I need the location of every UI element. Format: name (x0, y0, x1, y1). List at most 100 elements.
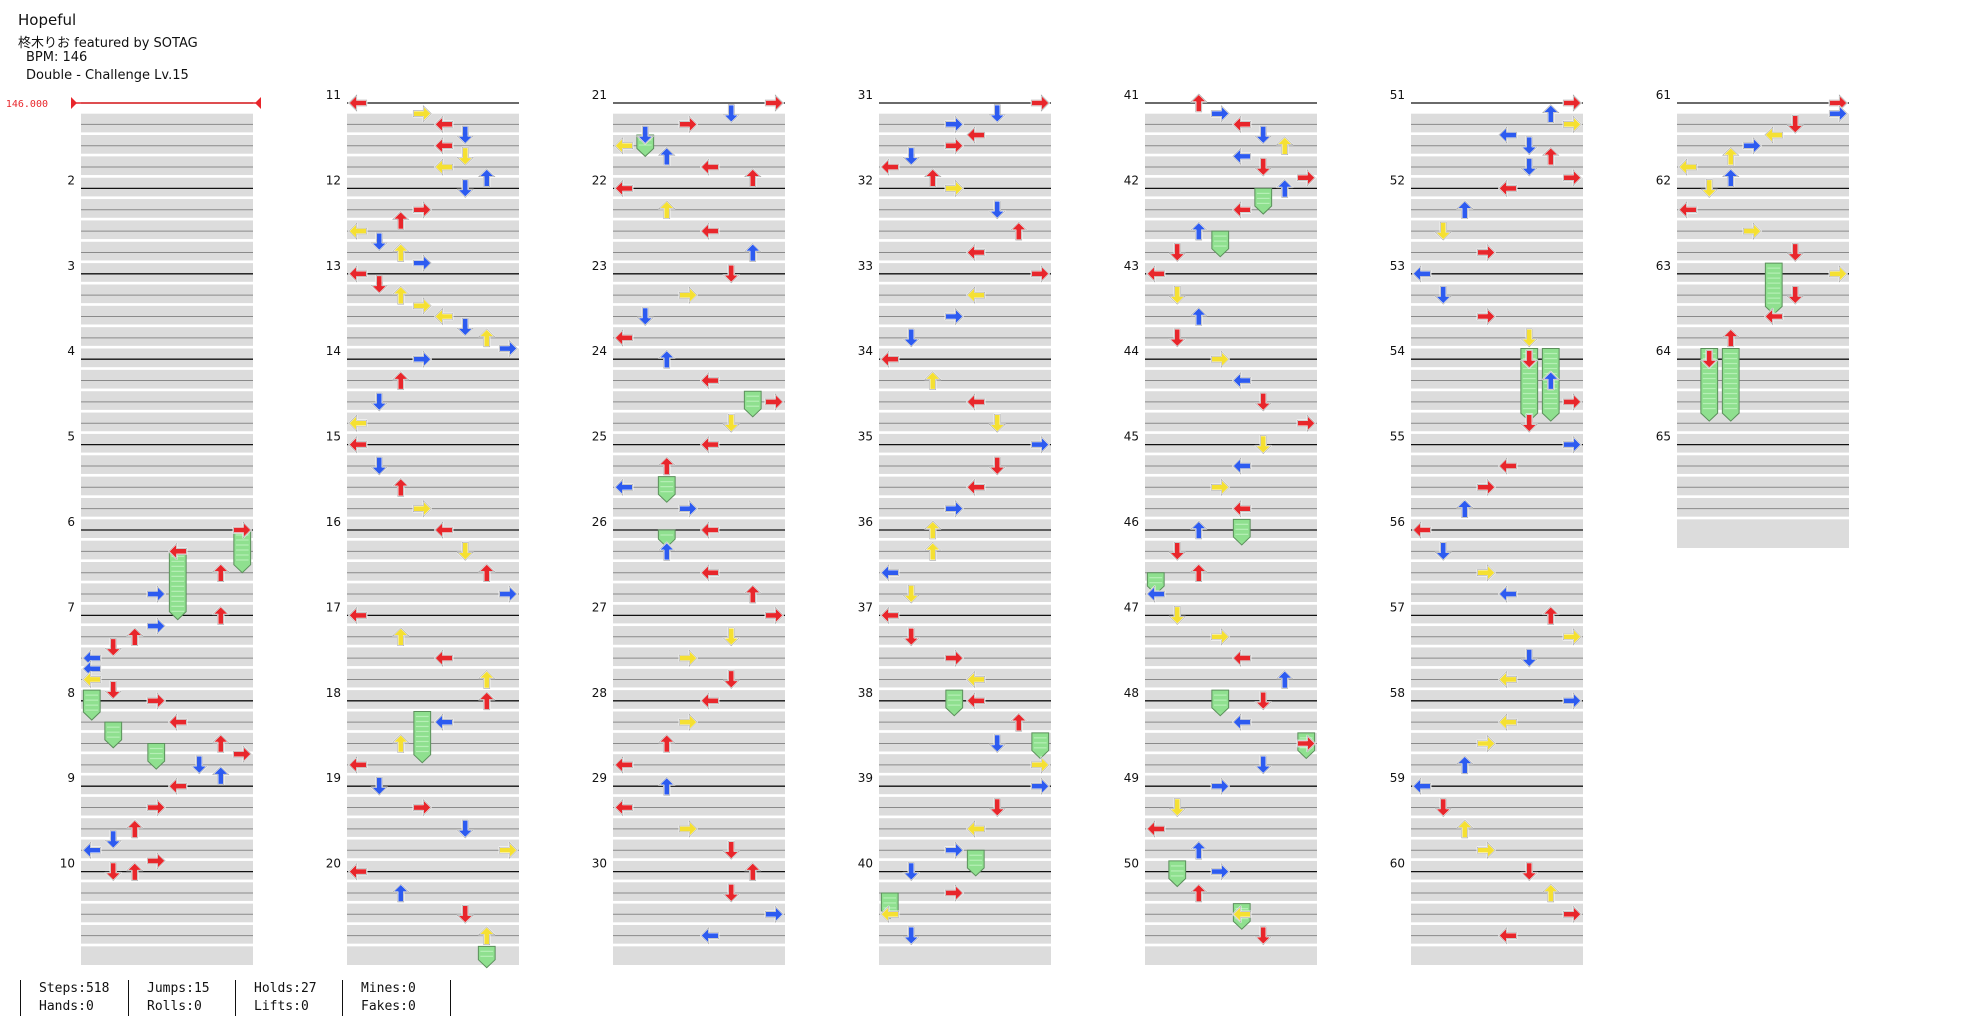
arrow-outline (658, 541, 676, 561)
arrow-fill (1210, 104, 1230, 123)
arrow-outline (1520, 157, 1538, 177)
arrow-up-icon (924, 370, 942, 391)
arrow-outline (1010, 221, 1028, 241)
arrow-fill (104, 680, 122, 700)
lane-stripe (1145, 690, 1317, 709)
measure-51 (1411, 102, 1583, 197)
arrow-outline (478, 168, 496, 188)
lane-stripe (347, 754, 519, 773)
arrow-fill (944, 136, 964, 155)
arrow-right-icon (1828, 94, 1848, 112)
arrow-fill (232, 745, 252, 763)
arrow-left-icon (1146, 585, 1166, 603)
arrow-right-icon (1562, 94, 1582, 112)
lane-stripe (879, 220, 1051, 240)
measure-53 (1411, 273, 1583, 368)
arrow-fill (1210, 350, 1230, 368)
arrow-down-icon (1520, 328, 1538, 348)
arrow-left-icon (614, 329, 634, 347)
arrow-fill (988, 456, 1006, 476)
arrow-fill (1498, 179, 1518, 198)
arrow-outline (1146, 820, 1166, 838)
arrow-right-icon (1030, 777, 1050, 795)
arrow-fill (412, 104, 432, 123)
lane-stripe (347, 113, 519, 133)
bpm-label: BPM: 146 (26, 50, 88, 65)
arrow-fill (82, 670, 102, 689)
arrow-fill (126, 819, 144, 839)
lane-stripe (1411, 775, 1583, 795)
lane-stripe (1677, 241, 1849, 261)
lane-stripe (879, 690, 1051, 709)
arrow-outline (456, 819, 474, 839)
arrow-outline (1146, 265, 1166, 283)
arrow-outline (370, 275, 388, 294)
measure-43 (1145, 273, 1317, 368)
arrow-right-icon (764, 94, 784, 112)
arrow-outline (392, 627, 410, 647)
arrow-left-icon (966, 692, 986, 710)
arrow-fill (1232, 115, 1252, 134)
arrow-right-icon (944, 136, 964, 155)
arrow-outline (722, 883, 740, 903)
arrow-fill (392, 477, 410, 497)
measure-number: 55 (1390, 430, 1405, 444)
arrow-outline (1276, 178, 1294, 198)
arrow-fill (1700, 178, 1718, 199)
arrow-outline (1498, 926, 1518, 945)
arrow-fill (944, 884, 964, 902)
arrow-outline (658, 776, 676, 796)
arrow-fill (1520, 861, 1538, 882)
measure-number: 21 (592, 88, 607, 102)
arrow-fill (700, 692, 720, 710)
arrow-right-icon (678, 115, 698, 134)
arrow-right-icon (146, 798, 166, 817)
arrow-outline (478, 926, 496, 945)
arrow-right-icon (1030, 265, 1050, 283)
arrow-fill (1456, 200, 1474, 220)
measure-number: 10 (60, 857, 75, 871)
arrow-left-icon (434, 136, 454, 155)
arrow-outline (1232, 905, 1252, 924)
lane-stripe (613, 241, 785, 261)
lane-stripe (879, 113, 1051, 133)
arrow-left-icon (614, 136, 634, 155)
arrow-up-icon (1190, 840, 1208, 860)
lane-stripe (347, 412, 519, 432)
measure-26 (613, 529, 785, 624)
measure-49 (1145, 785, 1317, 880)
arrow-fill (434, 649, 454, 667)
arrow-outline (1828, 104, 1848, 123)
arrow-fill (1828, 94, 1848, 112)
lane-stripe (613, 156, 785, 176)
lane-stripe (879, 433, 1051, 453)
measure-number: 23 (592, 259, 607, 273)
arrow-outline (1722, 168, 1740, 188)
arrow-outline (924, 520, 942, 540)
measure-number: 60 (1390, 857, 1405, 871)
lane-stripe (613, 433, 785, 453)
arrow-fill (1010, 221, 1028, 241)
arrow-outline (412, 297, 432, 315)
arrow-outline (478, 670, 496, 689)
lane-stripe (613, 711, 785, 731)
arrow-fill (722, 627, 740, 647)
arrow-down-icon (456, 125, 474, 145)
arrow-down-icon (1520, 349, 1538, 369)
arrow-outline (1190, 520, 1208, 540)
arrow-down-icon (988, 200, 1006, 220)
arrow-up-icon (1456, 819, 1474, 839)
arrow-down-icon (370, 392, 388, 412)
lane-stripe (879, 860, 1051, 880)
arrow-fill (1700, 349, 1718, 369)
lane-stripe (347, 241, 519, 261)
arrow-fill (1276, 178, 1294, 199)
measure-24 (613, 358, 785, 453)
arrow-up-icon (392, 242, 410, 263)
arrow-fill (614, 136, 634, 155)
measure-number: 11 (326, 88, 341, 102)
arrow-right-icon (498, 585, 518, 603)
stats-col-jumps: Jumps:15 Rolls:0 (128, 980, 252, 1016)
arrow-up-icon (1542, 103, 1560, 124)
arrow-left-icon (1232, 457, 1252, 475)
